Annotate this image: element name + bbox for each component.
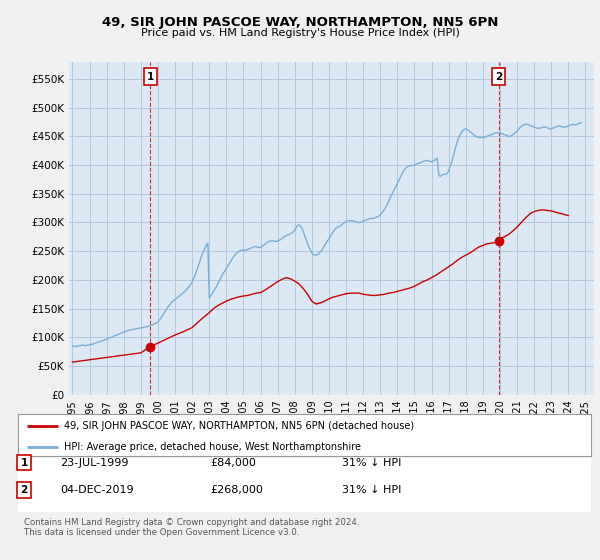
Text: £268,000: £268,000 [210,485,263,495]
Text: 2: 2 [495,72,502,82]
Text: HPI: Average price, detached house, West Northamptonshire: HPI: Average price, detached house, West… [64,442,361,452]
Text: Contains HM Land Registry data © Crown copyright and database right 2024.
This d: Contains HM Land Registry data © Crown c… [24,518,359,538]
Text: 31% ↓ HPI: 31% ↓ HPI [342,485,401,495]
Text: Price paid vs. HM Land Registry's House Price Index (HPI): Price paid vs. HM Land Registry's House … [140,28,460,38]
Text: 49, SIR JOHN PASCOE WAY, NORTHAMPTON, NN5 6PN (detached house): 49, SIR JOHN PASCOE WAY, NORTHAMPTON, NN… [64,421,414,431]
Text: £84,000: £84,000 [210,458,256,468]
Text: 2: 2 [20,485,28,495]
Text: 04-DEC-2019: 04-DEC-2019 [60,485,134,495]
Text: 23-JUL-1999: 23-JUL-1999 [60,458,128,468]
Text: 31% ↓ HPI: 31% ↓ HPI [342,458,401,468]
Text: 1: 1 [147,72,154,82]
Text: 1: 1 [20,458,28,468]
Text: 49, SIR JOHN PASCOE WAY, NORTHAMPTON, NN5 6PN: 49, SIR JOHN PASCOE WAY, NORTHAMPTON, NN… [102,16,498,29]
